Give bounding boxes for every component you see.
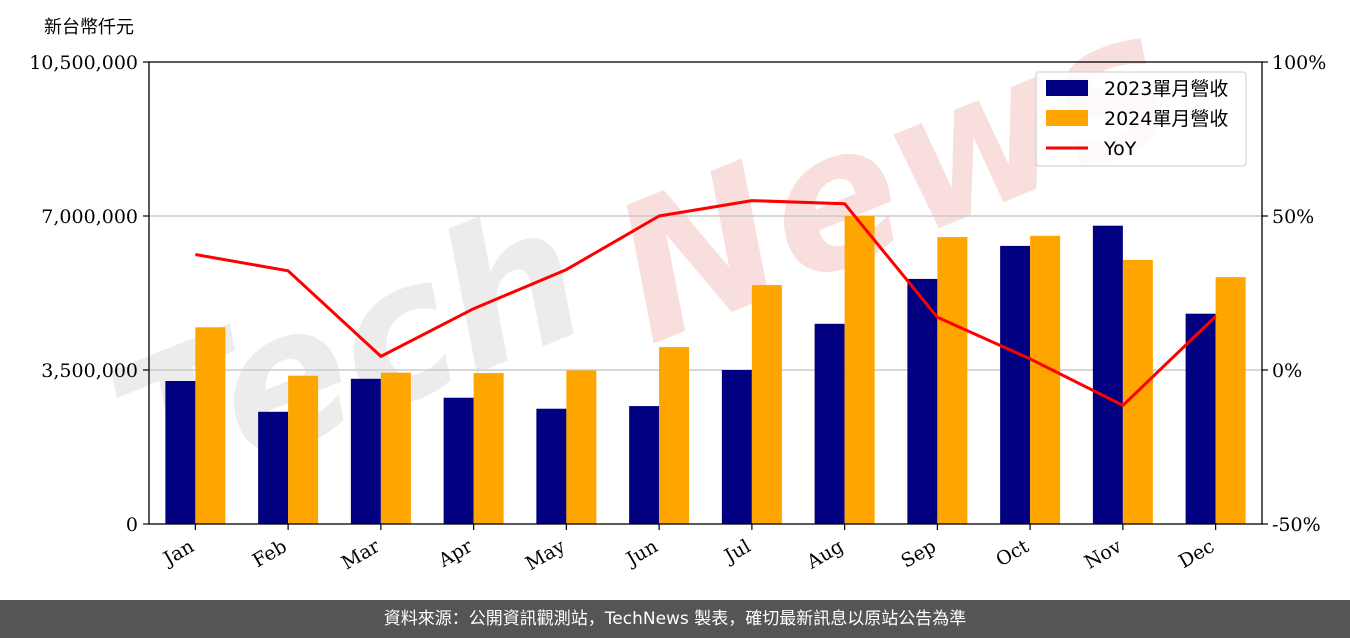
x-axis-tick-label: Feb [249, 535, 291, 572]
bar-2024-jun [659, 347, 690, 524]
bar-2024-aug [844, 216, 875, 524]
bar-2024-apr [473, 373, 504, 524]
bar-2024-sep [937, 237, 968, 524]
bar-2024-feb [288, 375, 319, 524]
bar-2024-mar [380, 372, 411, 524]
legend-label: 2024單月營收 [1104, 108, 1228, 130]
x-axis-tick-label: Mar [338, 535, 384, 574]
x-axis-tick-label: Jun [621, 535, 662, 571]
x-axis-tick-label: Apr [434, 535, 477, 572]
bar-2023-jul [721, 370, 752, 524]
bar-2023-aug [814, 323, 845, 524]
x-axis-tick-label: Dec [1175, 535, 1218, 573]
right-axis-tick-label: 0% [1272, 360, 1302, 382]
watermark-tech: Tech [84, 161, 614, 546]
revenue-chart: Tech News 03,500,0007,000,00010,500,000-… [29, 0, 1326, 575]
left-axis-tick-label: 0 [126, 514, 138, 536]
bar-2023-sep [907, 278, 938, 524]
bar-2024-jul [751, 285, 782, 524]
right-axis-tick-label: 100% [1272, 52, 1326, 74]
legend: 2023單月營收 2024單月營收 YoY [1035, 71, 1247, 167]
gridlines [149, 215, 1262, 371]
bar-2023-feb [258, 411, 289, 524]
left-axis-tick-label: 10,500,000 [29, 52, 138, 74]
x-axis-tick-label: Oct [992, 535, 1033, 571]
plot-frame [148, 61, 1263, 525]
unit-label: 新台幣仟元 [44, 17, 134, 38]
bar-2024-oct [1030, 235, 1061, 525]
bar-2023-jun [629, 406, 660, 524]
bar-2023-oct [1000, 245, 1031, 525]
right-axis-tick-label: 50% [1272, 206, 1314, 228]
bar-2023-jan [165, 381, 196, 524]
yoy-line [195, 199, 1217, 407]
x-axis-tick-label: Nov [1081, 535, 1126, 574]
legend-swatch [1046, 80, 1088, 96]
bar-2024-jan [195, 327, 226, 524]
bar-2024-may [566, 370, 597, 524]
bar-2023-nov [1092, 225, 1123, 524]
bar-2023-mar [350, 378, 381, 524]
source-footer: 資料來源：公開資訊觀測站，TechNews 製表，確切最新訊息以原站公告為準 [0, 600, 1350, 638]
legend-label: YoY [1103, 138, 1137, 160]
bar-2023-may [536, 408, 567, 524]
bar-2023-apr [443, 397, 474, 524]
x-axis-tick-label: Jul [719, 535, 754, 568]
x-axis-tick-label: Sep [897, 535, 940, 572]
right-axis-tick-label: -50% [1272, 514, 1321, 536]
legend-label: 2023單月營收 [1104, 78, 1228, 100]
x-axis-tick-label: May [522, 535, 569, 575]
yoy-line-layer [195, 199, 1217, 407]
legend-box [1035, 71, 1247, 167]
bar-2024-dec [1215, 277, 1246, 524]
bars [165, 216, 1246, 525]
legend-swatch [1046, 110, 1088, 126]
x-axis-tick-label: Aug [802, 535, 847, 574]
left-axis-tick-label: 7,000,000 [41, 206, 138, 228]
left-axis-tick-label: 3,500,000 [41, 360, 138, 382]
bar-2023-dec [1185, 313, 1216, 524]
